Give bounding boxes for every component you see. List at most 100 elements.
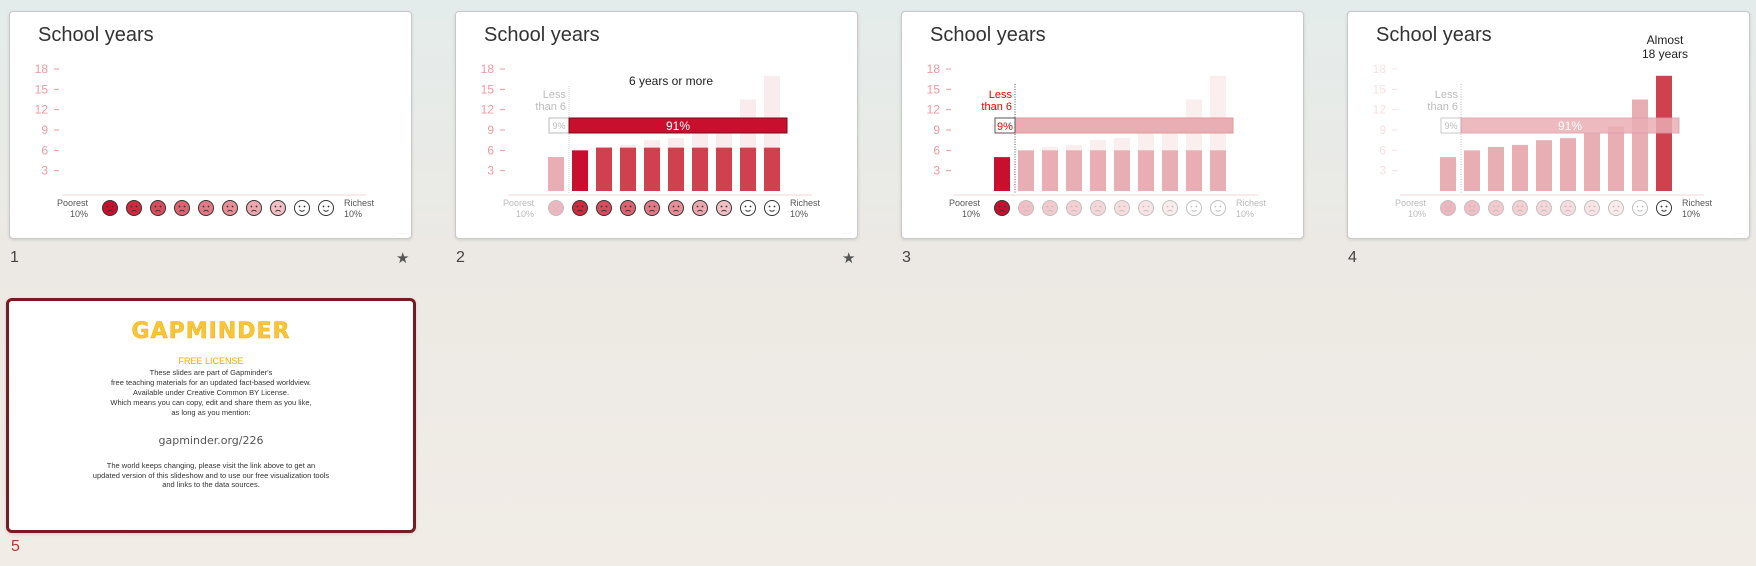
income-face-icon [102, 200, 118, 216]
school-years-bar [1440, 157, 1456, 191]
slide-thumbnail-3[interactable]: School years 18 15 12 9 6 3 Poorest 10% Richest 1… [901, 11, 1304, 239]
watermark-text: ········· [396, 231, 405, 235]
richest-percent-label: 10% [344, 209, 362, 219]
small-percent-label: 9% [997, 121, 1013, 133]
slide-thumbnail-4[interactable]: School years 18 15 12 9 6 3 Poorest 10% Richest 1… [1347, 11, 1750, 239]
y-tick-label: 6 [933, 143, 940, 157]
gapminder-logo: GAPMINDER [131, 319, 291, 345]
income-face-icon [1186, 200, 1202, 216]
star-icon[interactable]: ★ [396, 250, 410, 267]
income-face-icon [620, 200, 636, 216]
income-face-icon [1536, 200, 1552, 216]
school-years-bar [572, 150, 588, 191]
income-face-icon [318, 200, 334, 216]
income-face-icon [1656, 200, 1672, 216]
slide-number-3: 3 [902, 249, 911, 266]
slide-title: School years [484, 24, 600, 46]
less-than-six-label: than 6 [1427, 101, 1458, 113]
income-face-icon [1114, 200, 1130, 216]
share-bar-faded [1460, 117, 1680, 134]
share-bar-label: 91% [1558, 119, 1582, 133]
six-or-more-annotation: 6 years or more [629, 74, 713, 88]
income-face-icon [1584, 200, 1600, 216]
poorest-label: Poorest [949, 198, 981, 208]
school-years-bar [644, 147, 660, 191]
school-years-bar [1512, 144, 1528, 191]
share-bar-faded [1014, 117, 1234, 134]
school-years-bar [548, 157, 564, 191]
richest-label: Richest [344, 198, 375, 208]
income-face-icon [222, 200, 238, 216]
slide-thumbnail-5[interactable]: GAPMINDER FREE LICENSE These slides are … [6, 298, 416, 533]
income-face-icon [1090, 200, 1106, 216]
license-body: These slides are part of Gapminder's fre… [110, 368, 312, 417]
income-face-icon [294, 200, 310, 216]
income-face-icon [644, 200, 660, 216]
school-years-bar [1162, 150, 1178, 191]
slide-title: School years [930, 24, 1046, 46]
slide-number-4: 4 [1348, 249, 1357, 266]
income-face-icon [548, 200, 564, 216]
school-years-bar [1536, 140, 1552, 191]
license-title: FREE LICENSE [178, 356, 244, 366]
almost-18-annotation: Almost [1647, 33, 1684, 47]
income-face-icon [994, 200, 1010, 216]
y-tick-label: 18 [1373, 62, 1387, 76]
richest-label: Richest [790, 198, 821, 208]
y-tick-label: 15 [1373, 82, 1387, 96]
y-tick-label: 18 [481, 62, 495, 76]
slide-number-1: 1 [10, 249, 19, 266]
y-tick-label: 12 [1373, 103, 1387, 117]
income-face-icon [1560, 200, 1576, 216]
income-face-icon [1632, 200, 1648, 216]
watermark-text: ········· [1288, 231, 1297, 235]
income-face-icon [1512, 200, 1528, 216]
gapminder-link: gapminder.org/226 [158, 434, 264, 447]
less-than-six-label: Less [989, 89, 1013, 101]
slide-thumbnail-1[interactable]: School years 18 15 12 9 6 3 Poorest 10% Richest 1… [9, 11, 412, 239]
income-face-icon [668, 200, 684, 216]
slide-thumbnail-2[interactable]: School years 18 15 12 9 6 3 Poorest 10% Richest 1… [455, 11, 858, 239]
slide-number-2: 2 [456, 249, 465, 266]
share-bar-91 [568, 117, 788, 134]
school-years-bar [1608, 126, 1624, 191]
school-years-bar [1138, 150, 1154, 191]
y-tick-label: 12 [927, 103, 941, 117]
income-face-icon [764, 200, 780, 216]
income-face-icon [1066, 200, 1082, 216]
income-face-icon [1162, 200, 1178, 216]
income-face-icon [1440, 200, 1456, 216]
school-years-bar [1210, 150, 1226, 191]
school-years-bar [764, 147, 780, 191]
license-footer: The world keeps changing, please visit t… [92, 461, 330, 489]
poorest-percent-label: 10% [1408, 209, 1426, 219]
slide-number-5: 5 [11, 538, 20, 555]
richest-label: Richest [1236, 198, 1267, 208]
school-years-bar [1488, 146, 1504, 191]
school-years-bar [1464, 150, 1480, 191]
richest-percent-label: 10% [1682, 209, 1700, 219]
school-years-bar [994, 157, 1010, 191]
income-face-icon [270, 200, 286, 216]
income-face-icon [150, 200, 166, 216]
slide-title: School years [1376, 24, 1492, 46]
income-face-icon [596, 200, 612, 216]
school-years-bar [668, 147, 684, 191]
income-face-icon [1042, 200, 1058, 216]
richest-percent-label: 10% [1236, 209, 1254, 219]
school-years-bar [620, 147, 636, 191]
star-icon[interactable]: ★ [842, 250, 856, 267]
school-years-bar [1584, 133, 1600, 191]
watermark-text: ········· [1734, 231, 1743, 235]
y-tick-label: 18 [35, 62, 49, 76]
y-tick-label: 6 [1379, 143, 1386, 157]
small-percent-label: 9% [1444, 121, 1457, 131]
school-years-bar [716, 147, 732, 191]
income-face-icon [246, 200, 262, 216]
income-face-icon [572, 200, 588, 216]
richest-label: Richest [1682, 198, 1713, 208]
poorest-label: Poorest [57, 198, 89, 208]
